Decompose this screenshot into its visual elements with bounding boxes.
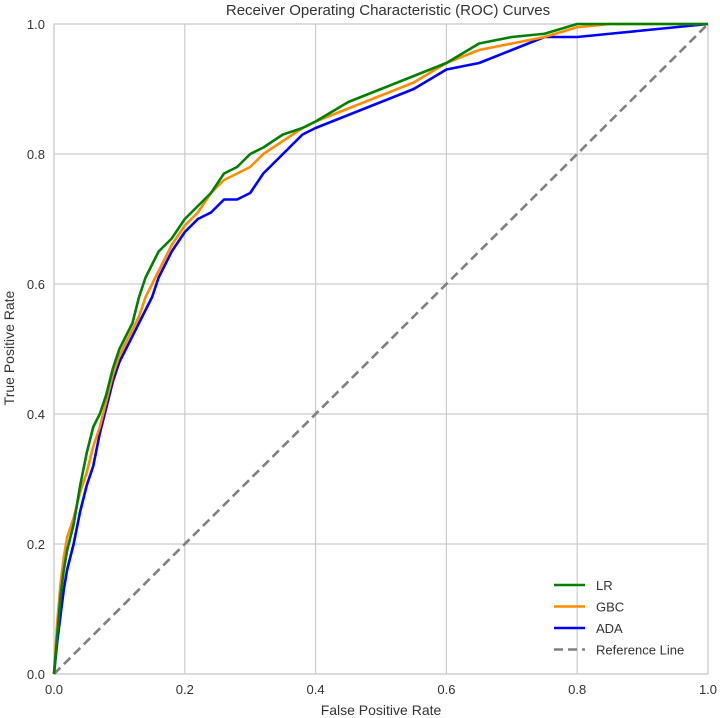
y-tick-label: 1.0 xyxy=(27,17,45,32)
y-tick-label: 0.2 xyxy=(27,537,45,552)
series-line-ada xyxy=(52,22,709,675)
x-tick-label: 0.4 xyxy=(307,682,325,697)
x-tick-label: 0.6 xyxy=(437,682,455,697)
y-tick-label: 0.4 xyxy=(27,407,45,422)
x-tick-label: 0.8 xyxy=(568,682,586,697)
x-tick-label: 1.0 xyxy=(699,682,717,697)
x-tick-label: 0.0 xyxy=(45,682,63,697)
y-tick-label: 0.6 xyxy=(27,277,45,292)
legend-label: Reference Line xyxy=(596,643,684,658)
y-axis-label: True Positive Rate xyxy=(1,290,17,405)
series-line-lr xyxy=(52,22,708,675)
legend-label: GBC xyxy=(596,600,624,615)
x-axis-label: False Positive Rate xyxy=(321,702,442,718)
legend-label: LR xyxy=(596,578,613,593)
x-tick-label: 0.2 xyxy=(176,682,194,697)
y-tick-label: 0.8 xyxy=(27,147,45,162)
chart-title: Receiver Operating Characteristic (ROC) … xyxy=(226,2,550,19)
legend: LR GBC ADA Reference Line xyxy=(554,578,684,658)
legend-label: ADA xyxy=(596,621,623,636)
series-line-gbc xyxy=(52,22,708,675)
y-tick-label: 0.0 xyxy=(27,667,45,682)
plot-area xyxy=(53,23,709,675)
